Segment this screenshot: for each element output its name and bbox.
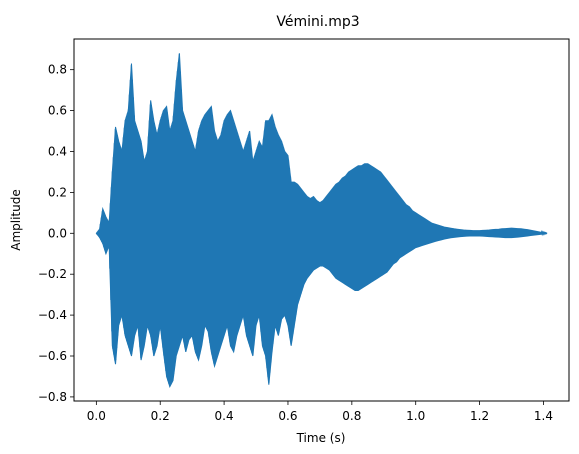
y-tick-label: 0.4 bbox=[48, 144, 67, 158]
y-tick-label: −0.2 bbox=[38, 267, 67, 281]
y-tick-label: −0.4 bbox=[38, 308, 67, 322]
y-axis-ticks: −0.8 −0.6 −0.4 −0.2 0.0 0.2 0.4 0.6 0.8 bbox=[38, 63, 74, 404]
y-tick-label: −0.6 bbox=[38, 349, 67, 363]
y-tick-label: 0.2 bbox=[48, 185, 67, 199]
axes-frame bbox=[73, 38, 570, 402]
x-tick-label: 1.0 bbox=[406, 409, 425, 423]
x-tick-label: 0.6 bbox=[278, 409, 297, 423]
chart-title: Vémini.mp3 bbox=[276, 14, 359, 30]
y-tick-label: 0.0 bbox=[48, 226, 67, 240]
y-tick-label: −0.8 bbox=[38, 390, 67, 404]
y-tick-label: 0.8 bbox=[48, 63, 67, 77]
waveform-line bbox=[95, 53, 548, 387]
x-tick-label: 1.4 bbox=[534, 409, 553, 423]
x-axis-label: Time (s) bbox=[296, 431, 346, 445]
y-axis-label: Amplitude bbox=[9, 189, 23, 251]
x-tick-label: 0.0 bbox=[87, 409, 106, 423]
x-axis-ticks: 0.0 0.2 0.4 0.6 0.8 1.0 1.2 1.4 bbox=[87, 401, 553, 423]
plot-area bbox=[95, 53, 548, 388]
y-tick-label: 0.6 bbox=[48, 104, 67, 118]
x-tick-label: 0.8 bbox=[342, 409, 361, 423]
x-tick-label: 0.4 bbox=[215, 409, 234, 423]
x-tick-label: 0.2 bbox=[151, 409, 170, 423]
x-tick-label: 1.2 bbox=[470, 409, 489, 423]
